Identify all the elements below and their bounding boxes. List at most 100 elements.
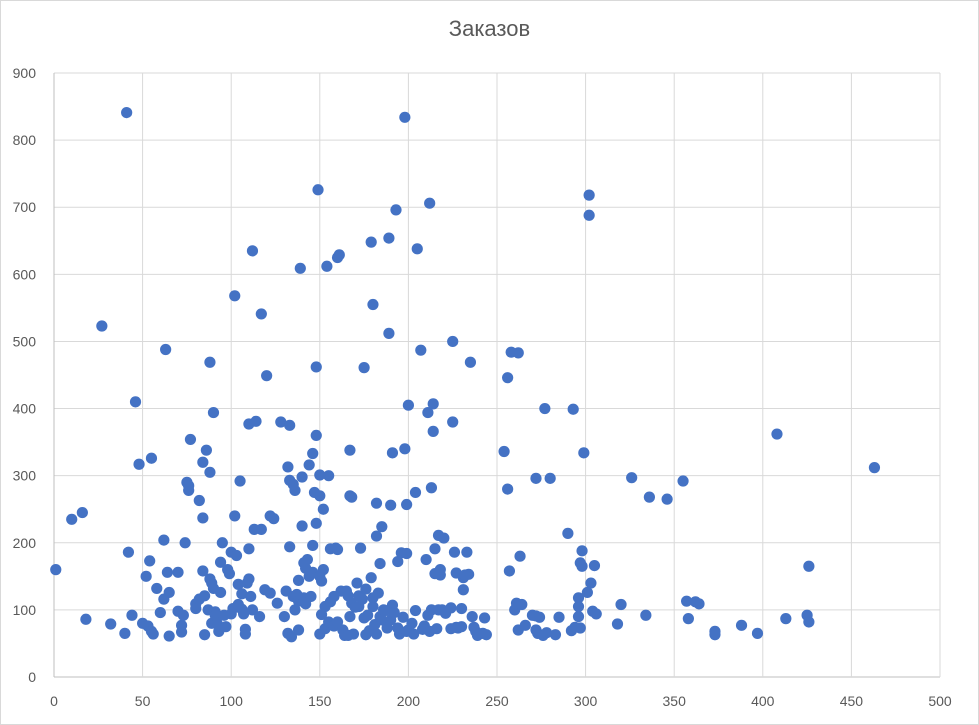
scatter-point bbox=[478, 612, 491, 624]
x-tick-label: 350 bbox=[663, 693, 687, 709]
scatter-point bbox=[376, 614, 388, 626]
scatter-point bbox=[553, 611, 565, 623]
scatter-point bbox=[246, 245, 259, 257]
scatter-point bbox=[401, 547, 413, 560]
scatter-point bbox=[376, 521, 388, 533]
scatter-point bbox=[200, 444, 212, 456]
scatter-point bbox=[533, 611, 546, 623]
scatter-point bbox=[261, 370, 273, 382]
scatter-point bbox=[66, 513, 78, 525]
scatter-point bbox=[204, 356, 216, 368]
scatter-point bbox=[383, 327, 395, 339]
scatter-point bbox=[133, 458, 145, 470]
scatter-point bbox=[250, 415, 262, 427]
scatter-point bbox=[751, 627, 764, 639]
scatter-point bbox=[160, 343, 172, 356]
scatter-point bbox=[681, 595, 693, 607]
scatter-point bbox=[399, 111, 411, 123]
scatter-point bbox=[682, 613, 694, 625]
scatter-point bbox=[347, 628, 360, 640]
scatter-point bbox=[519, 619, 531, 631]
scatter-point bbox=[539, 402, 551, 415]
scatter-point bbox=[455, 602, 468, 615]
scatter-point bbox=[431, 623, 443, 635]
scatter-point bbox=[365, 236, 377, 248]
y-tick-label: 600 bbox=[13, 266, 37, 282]
scatter-point bbox=[498, 445, 510, 458]
scatter-point bbox=[362, 609, 374, 621]
scatter-point bbox=[144, 555, 156, 567]
scatter-point bbox=[129, 396, 142, 408]
gridlines bbox=[53, 72, 941, 678]
scatter-point bbox=[661, 493, 673, 505]
scatter-point bbox=[147, 628, 159, 640]
scatter-point bbox=[331, 616, 344, 628]
y-tick-label: 400 bbox=[13, 401, 37, 417]
scatter-point bbox=[229, 290, 241, 302]
scatter-point bbox=[314, 469, 326, 481]
x-tick-label: 50 bbox=[135, 693, 151, 709]
x-tick-label: 100 bbox=[220, 693, 244, 709]
scatter-point bbox=[780, 613, 792, 625]
scatter-point bbox=[284, 419, 296, 431]
scatter-point bbox=[735, 619, 748, 631]
scatter-point bbox=[549, 629, 562, 641]
scatter-point bbox=[461, 546, 473, 558]
scatter-point bbox=[581, 586, 593, 599]
scatter-point bbox=[397, 611, 409, 623]
scatter-point bbox=[771, 428, 783, 440]
scatter-point bbox=[312, 184, 324, 196]
scatter-point bbox=[420, 553, 432, 566]
scatter-point bbox=[578, 447, 590, 459]
scatter-point bbox=[709, 629, 721, 641]
scatter-point bbox=[422, 406, 434, 419]
x-tick-label: 400 bbox=[751, 693, 775, 709]
scatter-point bbox=[321, 260, 333, 272]
scatter-point bbox=[411, 243, 423, 255]
scatter-point bbox=[303, 459, 315, 471]
x-tick-label: 250 bbox=[485, 693, 509, 709]
y-tick-label: 900 bbox=[13, 65, 37, 81]
scatter-point bbox=[76, 506, 88, 519]
x-tick-label: 450 bbox=[840, 693, 864, 709]
scatter-point bbox=[447, 335, 459, 348]
scatter-point bbox=[307, 447, 319, 460]
scatter-point bbox=[390, 204, 402, 216]
scatter-point bbox=[803, 616, 815, 628]
x-tick-label: 0 bbox=[50, 693, 58, 709]
scatter-point bbox=[214, 556, 227, 568]
scatter-point bbox=[544, 472, 556, 484]
scatter-point bbox=[409, 486, 422, 499]
scatter-point bbox=[576, 560, 588, 572]
scatter-point bbox=[466, 611, 478, 623]
scatter-point bbox=[434, 569, 446, 581]
scatter-point bbox=[282, 461, 294, 473]
scatter-point bbox=[386, 447, 399, 459]
scatter-point bbox=[588, 559, 601, 572]
scatter-point bbox=[204, 466, 216, 478]
scatter-point bbox=[323, 470, 335, 482]
scatter-point bbox=[424, 197, 436, 209]
scatter-point bbox=[503, 565, 516, 577]
scatter-point bbox=[50, 564, 62, 576]
scatter-point bbox=[126, 609, 138, 621]
scatter-point bbox=[310, 517, 322, 529]
scatter-point bbox=[223, 568, 236, 580]
scatter-point bbox=[253, 611, 266, 623]
scatter-point bbox=[292, 624, 305, 636]
scatter-point bbox=[246, 604, 259, 616]
scatter-point bbox=[372, 587, 384, 599]
scatter-point bbox=[175, 619, 188, 631]
scatter-point bbox=[197, 512, 209, 524]
scatter-point bbox=[284, 541, 296, 553]
scatter-point bbox=[199, 629, 211, 641]
scatter-point bbox=[615, 598, 627, 611]
scatter-point bbox=[119, 627, 131, 639]
scatter-point bbox=[285, 631, 298, 643]
scatter-point bbox=[199, 590, 211, 602]
scatter-point bbox=[367, 298, 379, 311]
x-axis-ticks: 0 50 100 150 200 250 300 350 400 450 500 bbox=[50, 693, 952, 709]
scatter-point bbox=[289, 604, 301, 616]
scatter-point bbox=[307, 539, 319, 552]
